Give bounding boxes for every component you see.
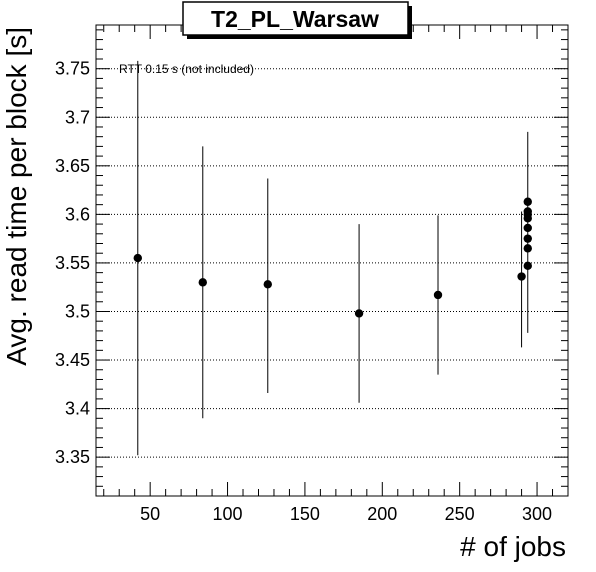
- data-point: [523, 244, 532, 253]
- tick-label-layer: 3.35 3.4 3.45 3.5 3.55 3.6 3.65 3.7 3.75 50 100 150…: [55, 59, 552, 524]
- x-tick-label: 300: [522, 504, 552, 524]
- grid-layer: [96, 68, 568, 458]
- y-tick-label: 3.35: [55, 447, 90, 467]
- data-point: [523, 197, 532, 206]
- y-tick-label: 3.6: [65, 204, 90, 224]
- data-point: [354, 309, 364, 318]
- data-point: [523, 261, 532, 271]
- annotation-label: RTT 0.15 s (not included): [119, 62, 254, 76]
- y-tick-label: 3.7: [65, 107, 90, 127]
- y-axis-label: Avg. read time per block [s]: [1, 27, 32, 366]
- data-point: [523, 234, 532, 243]
- data-point: [517, 272, 526, 281]
- errorbar-layer: [137, 60, 529, 456]
- y-tick-label: 3.65: [55, 156, 90, 176]
- y-tick-label: 3.55: [55, 253, 90, 273]
- y-tick-label: 3.75: [55, 59, 90, 79]
- x-tick-label: 150: [290, 504, 320, 524]
- x-tick-label: 50: [140, 504, 160, 524]
- data-point: [263, 280, 272, 289]
- data-point: [198, 278, 207, 287]
- tick-layer: [96, 25, 569, 497]
- x-tick-label: 200: [367, 504, 397, 524]
- y-tick-label: 3.5: [65, 301, 90, 321]
- plot-frame: [95, 24, 569, 497]
- title-box: T2_PL_Warsaw: [182, 1, 412, 39]
- y-tick-label: 3.45: [55, 350, 90, 370]
- y-tick-label: 3.4: [65, 399, 90, 419]
- data-point: [523, 207, 532, 216]
- x-tick-label: 250: [445, 504, 475, 524]
- x-axis-label: # of jobs: [460, 531, 566, 562]
- x-tick-label: 100: [213, 504, 243, 524]
- point-layer: [133, 197, 532, 318]
- data-point: [433, 290, 443, 300]
- data-point: [523, 223, 532, 233]
- chart-title: T2_PL_Warsaw: [211, 6, 379, 32]
- data-point: [133, 253, 142, 263]
